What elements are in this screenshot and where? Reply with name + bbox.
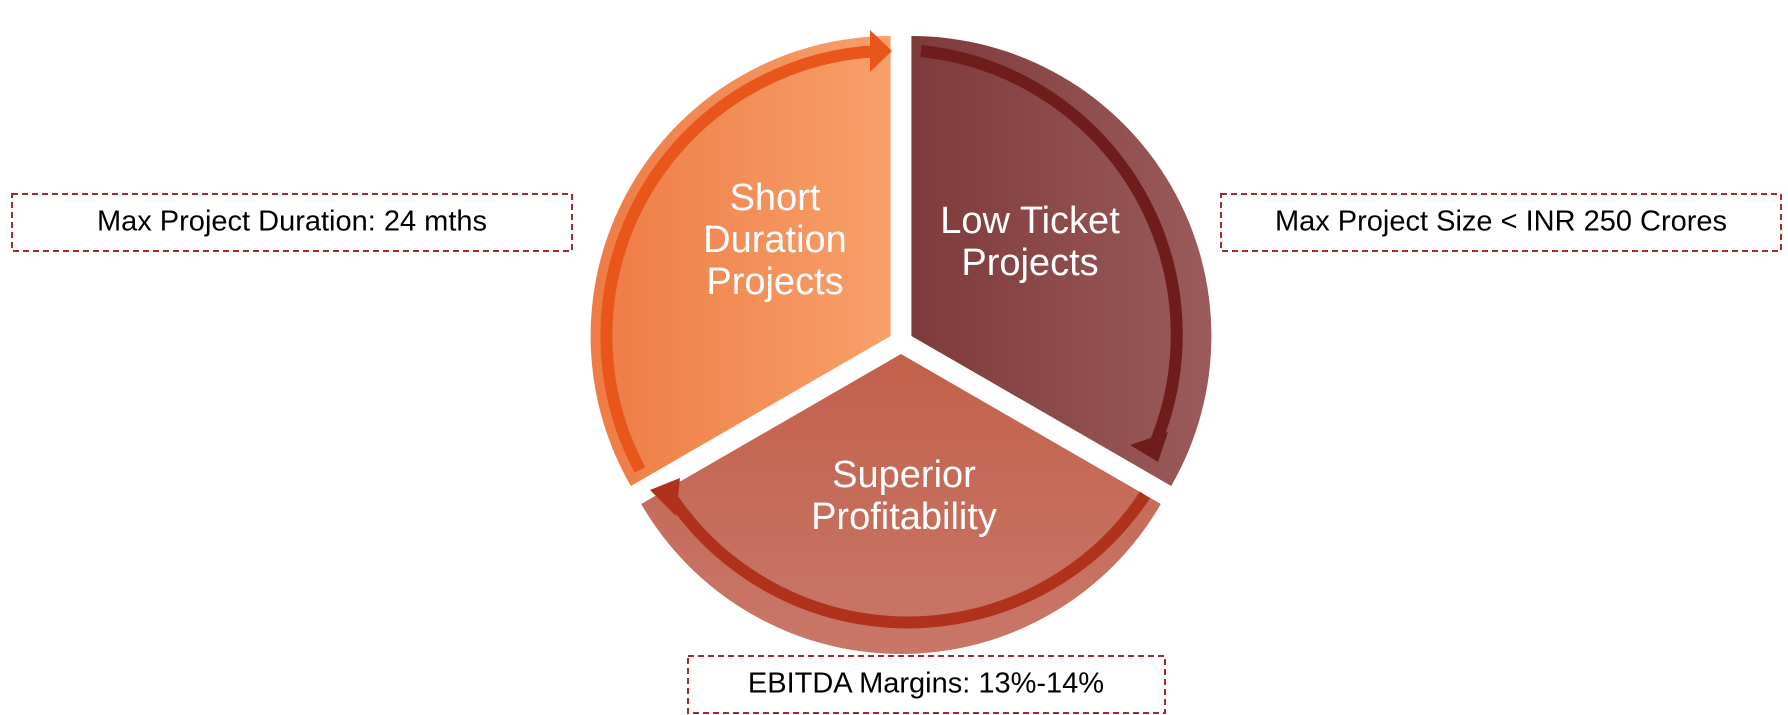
- callout-text: Max Project Size < INR 250 Crores: [1275, 206, 1727, 238]
- callout-box: [11, 193, 573, 252]
- segment-text: Profitability: [811, 496, 997, 538]
- arrow-arc: [665, 491, 1150, 629]
- callout-box: [687, 655, 1166, 714]
- segment-text: Low Ticket: [940, 200, 1120, 242]
- segment-short-duration: [590, 36, 891, 486]
- segment-text: Duration: [703, 219, 847, 261]
- segment-text: Superior: [832, 454, 976, 496]
- callout-box: [1220, 193, 1782, 252]
- arrow-arc: [920, 45, 1183, 458]
- arrow-head: [1130, 432, 1168, 462]
- segment-low-ticket: [911, 36, 1212, 486]
- segment-text: Projects: [961, 242, 1098, 284]
- segment-text: Projects: [706, 261, 843, 303]
- arrow-arc: [600, 45, 881, 473]
- callout-text: Max Project Duration: 24 mths: [97, 206, 487, 238]
- callout-text: EBITDA Margins: 13%-14%: [748, 668, 1104, 700]
- arrow-head: [650, 478, 680, 516]
- arrow-head: [870, 30, 892, 72]
- segment-text: Short: [730, 177, 821, 219]
- segment-superior-profitability: [641, 354, 1161, 654]
